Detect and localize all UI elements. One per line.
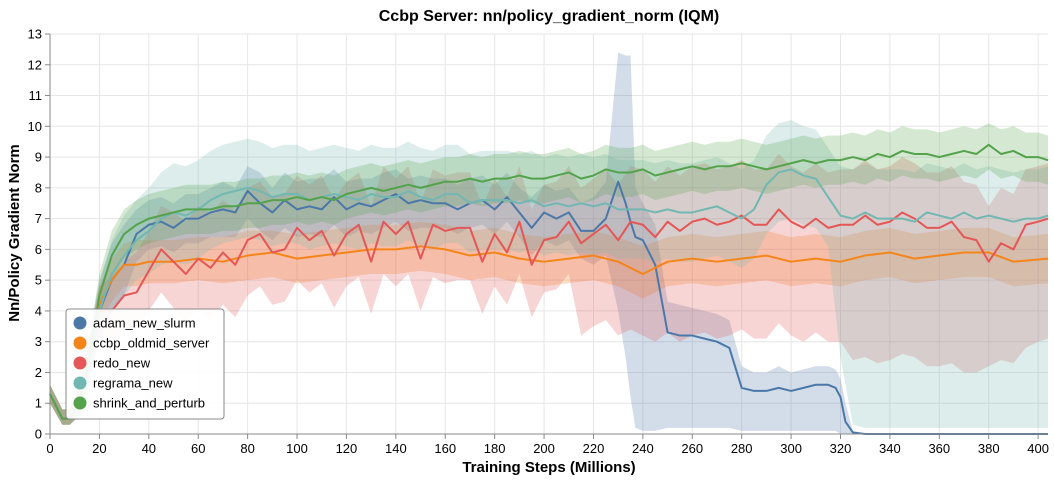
y-axis-title: Nn/Policy Gradient Norm [6,144,23,322]
y-tick-label: 0 [35,427,42,442]
axes: 0 20 40 60 80 100 120 140 160 180 200 220 240 260 280 3… [28,27,1049,457]
line-adam-new-slurm [49,180,1048,435]
x-tick-label: 60 [191,441,205,456]
x-tick-label: 40 [142,441,156,456]
band-ccbp-oldmid-server [50,221,1048,425]
line-shrink-and-perturb [49,143,1049,420]
legend-label: shrink_and_perturb [93,396,205,411]
legend-swatch [73,396,87,410]
band-redo-new [50,154,1048,425]
y-tick-label: 12 [28,57,42,72]
legend-item: regrama_new [73,376,173,391]
y-tick-label: 13 [28,27,42,42]
legend-swatch [73,376,87,390]
line-regrama-new [49,168,1049,420]
y-tick-label: 4 [35,303,42,318]
x-tick-label: 100 [286,441,308,456]
legend-swatch [73,356,87,370]
legend-item: redo_new [73,356,151,371]
legend-label: redo_new [93,356,151,371]
x-tick-label: 360 [928,441,950,456]
y-tick-label: 9 [35,150,42,165]
y-tick-label: 6 [35,242,42,257]
x-tick-label: 280 [731,441,753,456]
x-tick-label: 80 [240,441,254,456]
line-redo-new [49,208,1049,420]
x-tick-label: 380 [978,441,1000,456]
line-ccbp-oldmid-server [49,245,1049,420]
legend-swatch [73,336,87,350]
legend-item: shrink_and_perturb [73,396,205,411]
series-lines [49,143,1049,435]
y-tick-label: 3 [35,334,42,349]
y-tick-label: 1 [35,396,42,411]
y-tick-label: 8 [35,180,42,195]
legend-item: ccbp_oldmid_server [73,336,210,351]
x-axis-title: Training Steps (Millions) [462,459,635,476]
x-tick-label: 20 [92,441,106,456]
legend-swatch [73,316,87,330]
legend-item: adam_new_slurm [73,316,196,331]
x-tick-label: 400 [1027,441,1049,456]
legend-label: adam_new_slurm [93,316,196,331]
x-tick-label: 260 [681,441,703,456]
x-tick-label: 220 [583,441,605,456]
y-tick-label: 7 [35,211,42,226]
x-tick-label: 240 [632,441,654,456]
x-tick-label: 160 [434,441,456,456]
x-tick-label: 120 [336,441,358,456]
y-tick-label: 2 [35,365,42,380]
x-tick-label: 140 [385,441,407,456]
y-tick-label: 5 [35,273,42,288]
x-tick-label: 0 [46,441,53,456]
x-tick-label: 200 [533,441,555,456]
x-tick-label: 300 [780,441,802,456]
legend-label: regrama_new [93,376,173,391]
chart-title: Ccbp Server: nn/policy_gradient_norm (IQ… [379,8,720,25]
x-tick-label: 340 [879,441,901,456]
legend: adam_new_slurm ccbp_oldmid_server redo_new… [65,308,225,420]
legend-box [65,308,225,420]
y-tick-label: 11 [29,88,43,103]
legend-label: ccbp_oldmid_server [93,336,210,351]
y-tick-label: 10 [28,119,42,134]
x-tick-label: 320 [830,441,852,456]
x-tick-label: 180 [484,441,506,456]
